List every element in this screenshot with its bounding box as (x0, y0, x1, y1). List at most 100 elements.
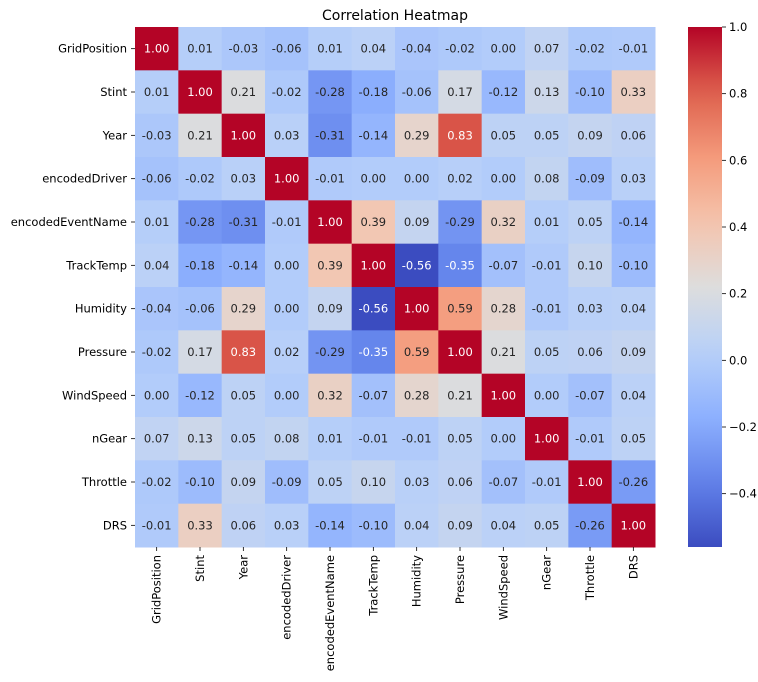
heatmap-cell (481, 200, 526, 245)
colorbar-tick-label: 0.2 (729, 287, 747, 301)
heatmap-cell (611, 460, 656, 505)
cell-annotation: 0.09 (231, 475, 257, 489)
cell-annotation: -0.04 (142, 302, 172, 316)
cell-annotation: 0.03 (231, 172, 257, 186)
heatmap-cell (568, 460, 613, 505)
cell-annotation: 0.05 (534, 518, 560, 532)
heatmap-cell (178, 113, 223, 158)
heatmap-cell (221, 287, 266, 331)
heatmap-cell (395, 113, 439, 158)
heatmap-cell (265, 200, 309, 245)
cell-annotation: 0.08 (534, 172, 560, 186)
x-tick-label: encodedDriver (280, 555, 294, 640)
cell-annotation: 1.00 (447, 345, 473, 359)
heatmap-cell (525, 460, 569, 505)
heatmap-cell (308, 287, 353, 331)
heatmap-cell (611, 373, 656, 418)
heatmap-cell (178, 70, 223, 115)
heatmap-cell (265, 373, 309, 418)
cell-annotation: 0.01 (317, 432, 343, 446)
heatmap-cell (438, 503, 483, 548)
x-tick-label: TrackTemp (366, 555, 380, 617)
heatmap-cell (265, 113, 309, 158)
x-tick-label: Stint (193, 555, 207, 582)
cell-annotation: 0.32 (491, 215, 517, 229)
cell-annotation: 0.13 (187, 432, 213, 446)
cell-annotation: 0.09 (317, 302, 343, 316)
cell-annotation: 0.13 (534, 85, 560, 99)
heatmap-cell (351, 330, 396, 375)
heatmap-cell (265, 287, 309, 331)
y-tick-label: DRS (103, 518, 127, 532)
heatmap-cell (525, 373, 569, 418)
heatmap-cell (221, 27, 266, 71)
x-tick-label: Year (236, 555, 250, 581)
colorbar-tick-label: 0.0 (729, 353, 747, 367)
heatmap-cell (308, 330, 353, 375)
cell-annotation: 0.17 (187, 345, 213, 359)
heatmap-cell (265, 417, 309, 461)
cell-annotation: -0.31 (315, 128, 345, 142)
heatmap-cell (481, 157, 526, 201)
heatmap-cell (481, 503, 526, 548)
heatmap-cell (135, 287, 179, 331)
y-tick-label: nGear (92, 432, 127, 446)
y-tick-label: Stint (100, 85, 127, 99)
heatmap-cell (611, 200, 656, 245)
heatmap-cell (265, 330, 309, 375)
cell-annotation: 0.59 (404, 345, 430, 359)
cell-annotation: 0.33 (187, 518, 213, 532)
heatmap-cell (525, 330, 569, 375)
colorbar-tick-label: 1.0 (729, 20, 747, 34)
heatmap-cell (481, 417, 526, 461)
cell-annotation: -0.01 (618, 42, 648, 56)
x-tick-label: nGear (540, 555, 554, 590)
heatmap-cell (135, 70, 179, 115)
cell-annotation: -0.28 (315, 85, 345, 99)
cell-annotation: -0.01 (142, 518, 172, 532)
cell-annotation: 0.10 (361, 475, 387, 489)
heatmap-cell (221, 70, 266, 115)
cell-annotation: 0.03 (577, 302, 603, 316)
cell-annotation: 0.04 (404, 518, 430, 532)
cell-annotation: 1.00 (577, 475, 603, 489)
cell-annotation: 0.05 (621, 432, 647, 446)
heatmap-cell (351, 113, 396, 158)
cell-annotation: 0.21 (447, 388, 473, 402)
heatmap-cell (525, 113, 569, 158)
heatmap-cell (351, 157, 396, 201)
heatmap-cell (265, 460, 309, 505)
x-tick-label: Humidity (410, 555, 424, 607)
heatmap-cell (438, 243, 483, 288)
cell-annotation: 1.00 (534, 432, 560, 446)
cell-annotation: 0.06 (447, 475, 473, 489)
heatmap-cell (221, 157, 266, 201)
heatmap-cell (308, 70, 353, 115)
heatmap-cell (221, 200, 266, 245)
heatmap-cell (438, 200, 483, 245)
cell-annotation: 0.05 (534, 345, 560, 359)
cell-annotation: -0.02 (445, 42, 475, 56)
cell-annotation: 0.03 (621, 172, 647, 186)
cell-annotation: 0.04 (361, 42, 387, 56)
colorbar-ticks: 1.0 0.8 0.6 0.4 0.2 0.0 −0.2 −0.4 (722, 20, 757, 501)
cell-annotation: 0.01 (144, 85, 170, 99)
cell-annotation: 0.07 (534, 42, 560, 56)
cell-annotation: -0.12 (488, 85, 518, 99)
cell-annotation: -0.14 (315, 518, 345, 532)
cell-annotation: 1.00 (274, 172, 300, 186)
cell-annotation: -0.01 (532, 258, 562, 272)
heatmap-cell (351, 373, 396, 418)
cell-annotation: -0.14 (228, 258, 258, 272)
heatmap-cell (308, 417, 353, 461)
heatmap-cell (395, 157, 439, 201)
heatmap-cell (395, 243, 439, 288)
cell-annotation: -0.02 (185, 172, 215, 186)
cell-annotation: 0.39 (361, 215, 387, 229)
cell-annotation: 0.04 (621, 388, 647, 402)
heatmap-cell (525, 503, 569, 548)
x-tick-label: GridPosition (150, 555, 164, 624)
cell-annotation: 0.59 (447, 302, 473, 316)
heatmap-cell (611, 417, 656, 461)
x-axis: GridPosition Stint Year encodedDriver encode… (150, 547, 640, 671)
